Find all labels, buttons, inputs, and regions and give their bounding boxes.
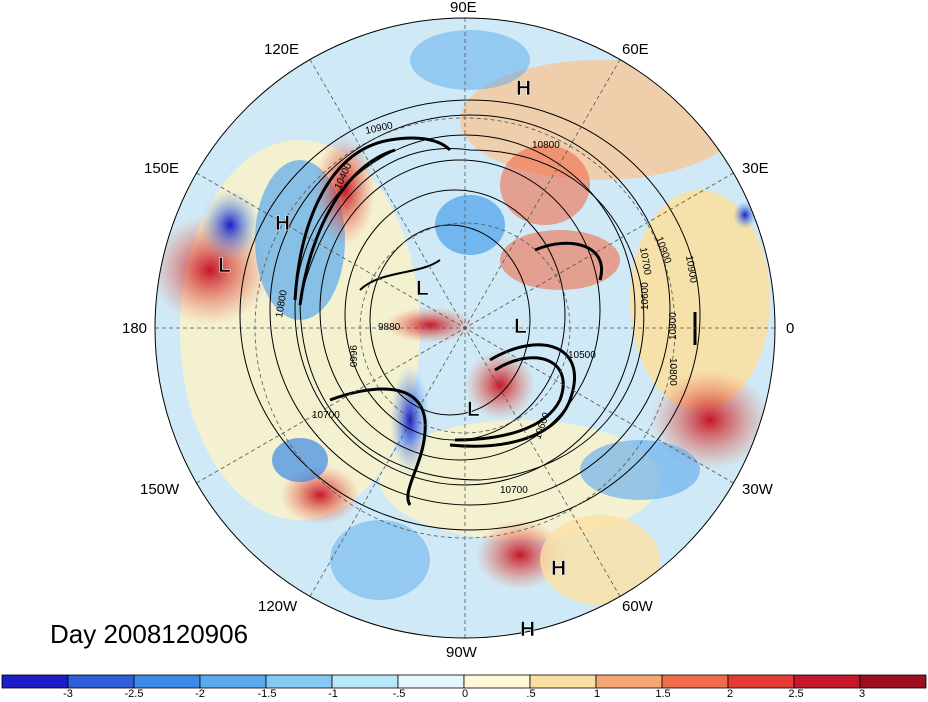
colorbar-swatch <box>463 674 531 689</box>
longitude-label: 60W <box>622 598 653 615</box>
colorbar <box>1 674 927 689</box>
height-contours <box>239 99 701 531</box>
contour-label: 9660 <box>347 345 358 368</box>
colorbar-swatch <box>661 674 729 689</box>
map-boundary <box>154 17 776 639</box>
colorbar-tick-label: -1 <box>328 688 338 700</box>
low-pressure-marker: L <box>218 254 231 277</box>
pressure-centers: H H L L L L H H <box>218 77 567 642</box>
colorbar-tick-label: -1.5 <box>257 688 277 700</box>
colorbar-tick-label: 1 <box>593 688 601 700</box>
colorbar-swatch <box>595 674 663 689</box>
longitude-label: 180 <box>122 320 148 337</box>
low-pressure-marker: L <box>514 315 527 338</box>
longitude-label: 90W <box>446 644 477 661</box>
colorbar-tick-label: 2.5 <box>788 688 804 700</box>
day-label: Day 2008120906 <box>50 619 249 649</box>
contour-label: 10500 <box>568 350 596 361</box>
longitude-label: 120E <box>264 41 300 58</box>
contour-label: 10900 <box>683 255 699 285</box>
graticule <box>155 18 775 638</box>
longitude-label: 90E <box>450 0 477 16</box>
low-pressure-marker: L <box>416 277 429 300</box>
colorbar-tick-label: -.5 <box>392 688 406 700</box>
colorbar-tick-label: 1.5 <box>655 688 671 700</box>
high-pressure-marker: H <box>520 618 535 641</box>
longitude-label: 120W <box>258 598 298 615</box>
contour-label: 10600 <box>640 282 651 310</box>
low-pressure-marker: L <box>467 398 480 421</box>
high-pressure-marker: H <box>275 212 290 235</box>
colorbar-swatch <box>727 674 795 689</box>
longitude-label: 30E <box>742 160 769 177</box>
contour-label: 10700 <box>637 247 653 277</box>
high-pressure-marker: H <box>516 77 531 100</box>
colorbar-swatch <box>133 674 201 689</box>
colorbar-swatch <box>793 674 861 689</box>
colorbar-tick-label: -3 <box>63 688 73 700</box>
colorbar-swatch <box>397 674 465 689</box>
longitude-label: 60E <box>622 41 649 58</box>
colorbar-swatch <box>529 674 597 689</box>
contour-label: 10800 <box>274 289 290 319</box>
colorbar-swatch <box>199 674 267 689</box>
contour-label: 9880 <box>378 322 401 333</box>
colorbar-tick-label: .5 <box>526 688 536 700</box>
contour-label: 10800 <box>668 312 679 340</box>
longitude-label: 150E <box>144 160 180 177</box>
contour-label: 10700 <box>312 410 340 421</box>
colorbar-tick-label: 0 <box>461 688 469 700</box>
longitude-label: 30W <box>742 481 773 498</box>
longitude-label: 0 <box>786 320 795 337</box>
colorbar-tick-label: -2 <box>195 688 205 700</box>
contour-label: 10800 <box>667 358 678 386</box>
contour-label: 10700 <box>500 485 528 496</box>
longitude-label: 150W <box>140 481 180 498</box>
colorbar-swatch <box>67 674 135 689</box>
high-pressure-marker: H <box>551 557 566 580</box>
colorbar-tick-label: 3 <box>858 688 866 700</box>
colorbar-swatch <box>265 674 333 689</box>
contour-label: 10800 <box>532 140 560 151</box>
colorbar-swatch <box>1 674 69 689</box>
colorbar-swatch <box>859 674 927 689</box>
colorbar-swatch <box>331 674 399 689</box>
colorbar-tick-label: 2 <box>726 688 734 700</box>
colorbar-tick-label: -2.5 <box>124 688 144 700</box>
